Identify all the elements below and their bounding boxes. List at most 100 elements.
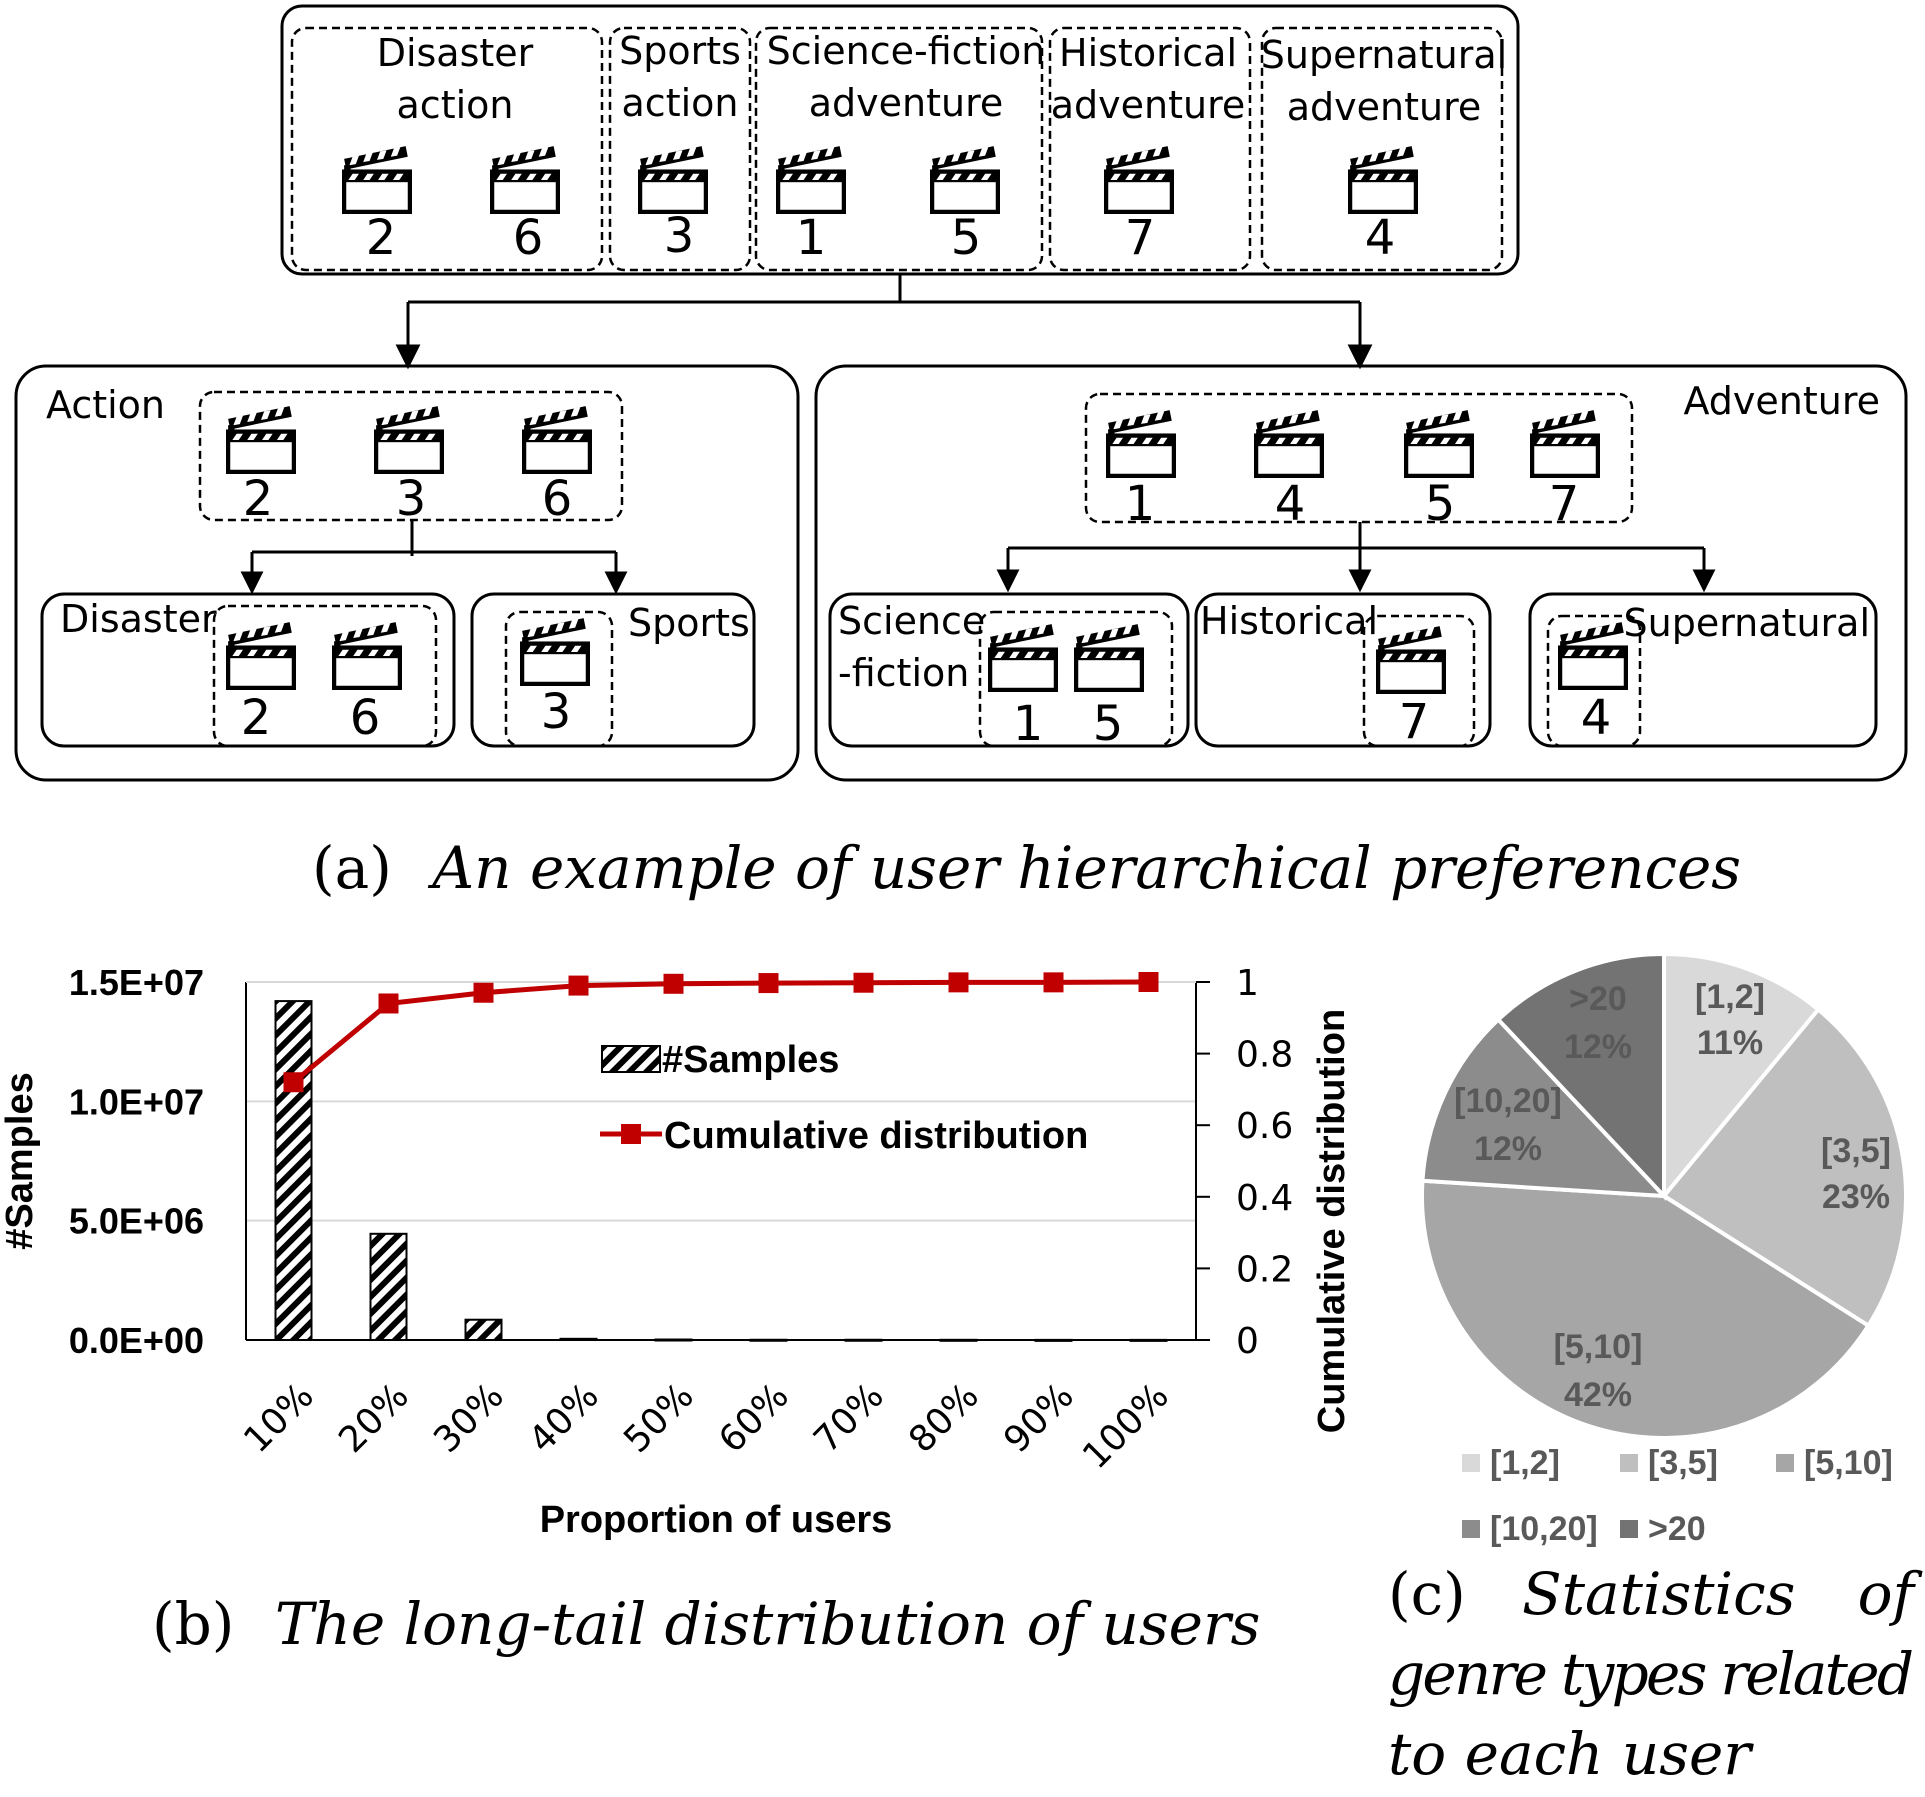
movie-clapperboard-icon <box>492 146 558 212</box>
bar-samples <box>369 1232 408 1341</box>
movie-number: 7 <box>1125 210 1156 266</box>
movie-clapperboard-icon <box>344 146 410 212</box>
movie-number: 5 <box>1425 476 1456 532</box>
caption-c-line: of <box>1858 1560 1924 1628</box>
movie-number: 1 <box>1013 696 1044 752</box>
movie-clapperboard-icon <box>334 622 400 688</box>
top-group-label: Supernatural <box>1261 33 1507 77</box>
caption-b-text: The long-tail distribution of users <box>275 1590 1261 1658</box>
movie-clapperboard-icon <box>1350 146 1416 212</box>
line-cumulative <box>291 979 1149 1085</box>
movie-clapperboard-icon <box>1108 410 1174 476</box>
x-tick-label: 40% <box>521 1375 607 1461</box>
movie-number: 7 <box>1399 694 1430 750</box>
science-fiction-label: -fiction <box>838 651 969 695</box>
pie-slice-label: [3,5] <box>1821 1132 1891 1170</box>
point-cumulative <box>758 973 779 994</box>
movie-number: 4 <box>1365 210 1396 266</box>
y-axis-title: #Samples <box>0 1072 41 1249</box>
caption-a-tag: (a) <box>312 834 392 902</box>
movie-clapperboard-icon <box>778 146 844 212</box>
movie-clapperboard-icon <box>1406 410 1472 476</box>
legend-swatch <box>1462 1454 1480 1472</box>
top-group-label: Historical <box>1059 31 1237 75</box>
legend-label-samples: #Samples <box>662 1039 839 1081</box>
x-tick-label: 60% <box>711 1375 797 1461</box>
point-cumulative <box>378 993 399 1014</box>
pie-slice-value: 42% <box>1564 1376 1632 1414</box>
movie-number: 3 <box>664 208 695 264</box>
point-cumulative <box>283 1072 304 1093</box>
x-tick-label: 90% <box>996 1375 1082 1461</box>
caption-c-line: Statistics <box>1522 1560 1795 1628</box>
connector-lines-action <box>240 520 628 595</box>
movie-number: 2 <box>366 210 397 266</box>
x-axis-title: Proportion of users <box>540 1499 893 1541</box>
legend-label: [1,2] <box>1490 1444 1560 1482</box>
movie-number: 5 <box>951 210 982 266</box>
movie-clapperboard-icon <box>1256 410 1322 476</box>
caption-c-tag: (c) <box>1388 1560 1466 1628</box>
point-cumulative <box>568 975 589 996</box>
caption-b: (b) The long-tail distribution of users <box>152 1590 1260 1658</box>
pie-slice <box>1420 1178 1872 1440</box>
legend-swatch-samples <box>601 1045 661 1073</box>
y2-tick-label: 0.6 <box>1236 1106 1293 1147</box>
movie-number: 6 <box>542 471 573 527</box>
adventure-box: Adventure 1 4 5 7 Science -fiction <box>814 364 1908 782</box>
movie-number: 7 <box>1549 476 1580 532</box>
bar-samples <box>1034 1338 1073 1342</box>
historical-box <box>1194 592 1492 748</box>
connector-lines-adventure <box>996 522 1716 593</box>
supernatural-box <box>1528 592 1878 748</box>
legend-swatch <box>1620 1454 1638 1472</box>
x-tick-label: 20% <box>331 1375 417 1461</box>
legend-label: [5,10] <box>1804 1444 1893 1482</box>
point-cumulative <box>1043 972 1064 993</box>
legend-swatch <box>1620 1520 1638 1538</box>
pie-slice <box>1662 951 1822 1202</box>
point-cumulative <box>948 972 969 993</box>
x-tick-label: 70% <box>806 1375 892 1461</box>
movie-clapperboard-icon <box>228 406 294 472</box>
caption-c-line: to each user <box>1388 1720 1754 1788</box>
movie-clapperboard-icon <box>522 618 588 684</box>
caption-a-text: An example of user hierarchical preferen… <box>427 834 1741 902</box>
top-group-sports-action: Sports action 3 <box>608 26 752 272</box>
x-tick-label: 30% <box>426 1375 512 1461</box>
y-tick-label: 1.0E+07 <box>69 1081 204 1122</box>
caption-a: (a) An example of user hierarchical pref… <box>312 834 1741 902</box>
hierarchy-diagram: Disaster action 2 6 Sports action 3 Scie… <box>14 4 1908 782</box>
top-group-disaster-action: Disaster action 2 6 <box>290 26 604 272</box>
movie-clapperboard-icon <box>1560 622 1626 688</box>
point-cumulative <box>853 972 874 993</box>
pie-slice-value: 11% <box>1697 1024 1763 1062</box>
point-cumulative <box>663 973 684 994</box>
top-group-label: action <box>397 83 514 127</box>
connector-lines-top <box>395 274 1373 370</box>
movie-number: 4 <box>1581 690 1612 746</box>
x-tick-label: 100% <box>1075 1375 1177 1477</box>
movie-clapperboard-icon <box>990 624 1056 690</box>
y2-tick-label: 0.2 <box>1236 1249 1293 1290</box>
movie-number: 4 <box>1275 476 1306 532</box>
movie-number: 5 <box>1093 696 1124 752</box>
caption-c: (c) Statistics of genre types related to… <box>1388 1560 1924 1788</box>
top-group-science-fiction-adventure: Science-fiction adventure 1 5 <box>754 26 1045 272</box>
y-tick-label: 5.0E+06 <box>69 1201 204 1242</box>
top-group-historical-adventure: Historical adventure 7 <box>1048 26 1252 272</box>
bar-samples <box>939 1338 978 1342</box>
pie-slice-label: [1,2] <box>1695 978 1765 1016</box>
pie-slice-value: 12% <box>1474 1130 1542 1168</box>
movie-number: 1 <box>796 210 827 266</box>
legend-label: [3,5] <box>1648 1444 1718 1482</box>
top-group-label: Disaster <box>377 31 534 75</box>
movie-number: 3 <box>396 471 427 527</box>
supernatural-label: Supernatural <box>1624 601 1870 645</box>
movie-number: 1 <box>1125 476 1156 532</box>
pie-slice-value: 23% <box>1822 1178 1890 1216</box>
pie-slice-label: [10,20] <box>1454 1082 1562 1120</box>
pie-slice-label: [5,10] <box>1554 1328 1643 1366</box>
bar-samples <box>654 1338 693 1342</box>
top-group-label: adventure <box>1051 83 1246 127</box>
